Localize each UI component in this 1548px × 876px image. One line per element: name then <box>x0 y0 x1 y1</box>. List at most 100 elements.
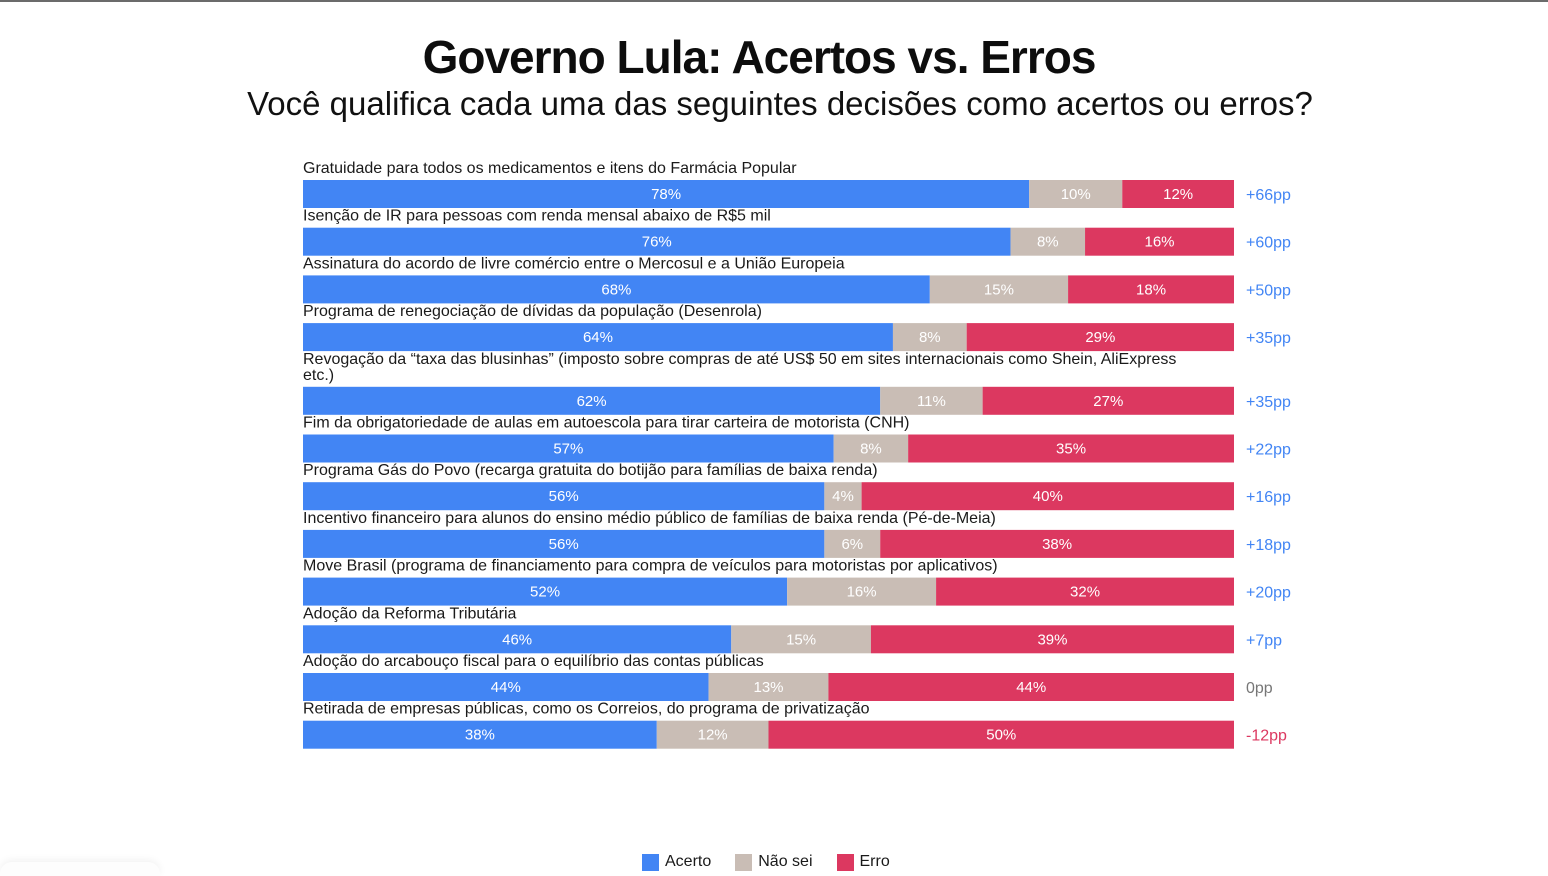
category-label: Move Brasil (programa de financiamento p… <box>303 558 998 575</box>
legend-swatch-nao-sei <box>735 853 753 871</box>
data-label: 56% <box>549 536 579 553</box>
difference-label: +35pp <box>1246 394 1291 411</box>
bar-segment-acerto <box>303 227 1011 256</box>
bar-segment-n-o-sei <box>880 386 983 415</box>
data-label: 68% <box>601 281 631 298</box>
bar-segment-erro <box>870 625 1234 654</box>
difference-label: +18pp <box>1246 537 1291 554</box>
data-label: 38% <box>1042 536 1072 553</box>
bar-segment-erro <box>908 434 1234 463</box>
difference-label: +66pp <box>1246 187 1291 204</box>
bar-segment-n-o-sei <box>787 577 937 606</box>
difference-label: +60pp <box>1246 235 1291 252</box>
data-label: 29% <box>1085 329 1115 346</box>
data-label: 8% <box>860 441 882 458</box>
data-label: 13% <box>753 679 783 696</box>
bar-segment-acerto <box>303 180 1030 208</box>
data-label: 35% <box>1056 441 1086 458</box>
legend-item-erro: Erro <box>836 853 890 871</box>
bar-segment-n-o-sei <box>1010 227 1086 256</box>
data-label: 38% <box>465 727 495 744</box>
data-label: 8% <box>1037 234 1059 251</box>
chart-title: Governo Lula: Acertos vs. Erros <box>422 31 1097 83</box>
bar-segment-acerto <box>303 720 657 749</box>
data-label: 11% <box>917 393 946 410</box>
data-label: 57% <box>553 441 583 458</box>
bar-segment-erro <box>936 577 1234 606</box>
data-label: 27% <box>1093 393 1123 410</box>
category-label: Gratuidade para todos os medicamentos e … <box>303 160 797 177</box>
bar-segment-n-o-sei <box>1029 180 1123 208</box>
legend-swatch-erro <box>836 853 854 871</box>
data-label: 15% <box>984 281 1014 298</box>
difference-label: -12pp <box>1246 728 1287 745</box>
data-label: 64% <box>583 329 613 346</box>
bar-segment-erro <box>828 673 1234 701</box>
bar-segment-n-o-sei <box>833 434 909 463</box>
legend-label-nao-sei: Não sei <box>758 853 813 870</box>
difference-label: +50pp <box>1246 282 1291 299</box>
bar-segment-acerto <box>303 625 732 654</box>
category-label: Adoção da Reforma Tributária <box>303 605 517 622</box>
legend-label-erro: Erro <box>859 853 890 870</box>
legend-item-nao-sei: Não sei <box>735 853 813 871</box>
bar-segment-acerto <box>303 482 825 511</box>
category-label: Incentivo financeiro para alunos do ensi… <box>303 510 996 527</box>
bottom-left-shadow <box>0 862 160 876</box>
bar-segment-erro <box>861 482 1234 511</box>
category-label: Isenção de IR para pessoas com renda men… <box>303 208 771 225</box>
data-label: 10% <box>1061 186 1091 203</box>
bar-segment-acerto <box>303 529 825 558</box>
data-label: 44% <box>1016 679 1046 696</box>
bar-segment-acerto <box>303 323 893 352</box>
data-label: 46% <box>502 631 532 648</box>
data-label: 15% <box>786 631 816 648</box>
bar-segment-acerto <box>303 673 709 701</box>
category-label: Programa de renegociação de dívidas da p… <box>303 303 762 320</box>
data-label: 16% <box>1145 234 1175 251</box>
data-label: 8% <box>919 329 941 346</box>
difference-label: +20pp <box>1246 585 1291 602</box>
data-label: 4% <box>832 488 854 505</box>
bar-segment-n-o-sei <box>892 323 967 352</box>
data-label: 50% <box>986 727 1016 744</box>
data-label: 12% <box>1163 186 1193 203</box>
bar-segment-erro <box>1122 180 1234 208</box>
bar-segment-n-o-sei <box>731 625 871 654</box>
bar-segment-erro <box>1085 227 1234 256</box>
bar-segment-erro <box>1068 275 1234 304</box>
bar-segment-erro <box>880 529 1234 558</box>
data-label: 44% <box>491 679 521 696</box>
difference-label: +7pp <box>1246 632 1282 649</box>
category-label: Assinatura do acordo de livre comércio e… <box>303 255 845 272</box>
top-rule <box>0 0 1548 2</box>
data-label: 6% <box>841 536 863 553</box>
chart-subtitle: Você qualifica cada uma das seguintes de… <box>247 85 1313 122</box>
bar-segment-acerto <box>303 577 788 606</box>
category-label: Revogação da “taxa das blusinhas” (impos… <box>303 351 1176 368</box>
difference-label: +35pp <box>1246 330 1291 347</box>
data-label: 56% <box>549 488 579 505</box>
bar-segment-n-o-sei <box>708 673 829 701</box>
bar-segment-erro <box>966 323 1234 352</box>
category-label: Adoção do arcabouço fiscal para o equilí… <box>303 653 764 670</box>
data-label: 32% <box>1070 584 1100 601</box>
legend-item-acerto: Acerto <box>642 853 711 871</box>
category-label: Retirada de empresas públicas, como os C… <box>303 701 870 718</box>
bar-segment-erro <box>768 720 1234 749</box>
category-label: Programa Gás do Povo (recarga gratuita d… <box>303 462 878 479</box>
data-label: 18% <box>1136 281 1166 298</box>
difference-label: +16pp <box>1246 489 1291 506</box>
difference-label: +22pp <box>1246 442 1291 459</box>
legend-label-acerto: Acerto <box>665 853 712 870</box>
data-label: 12% <box>698 727 728 744</box>
legend: Acerto Não sei Erro <box>642 853 914 871</box>
difference-label: 0pp <box>1246 680 1273 697</box>
bar-segment-n-o-sei <box>824 482 862 511</box>
legend-swatch-acerto <box>642 853 659 871</box>
data-label: 78% <box>651 186 681 203</box>
bar-segment-erro <box>982 386 1234 415</box>
bar-segment-n-o-sei <box>656 720 769 749</box>
category-label: Fim da obrigatoriedade de aulas em autoe… <box>303 415 910 432</box>
